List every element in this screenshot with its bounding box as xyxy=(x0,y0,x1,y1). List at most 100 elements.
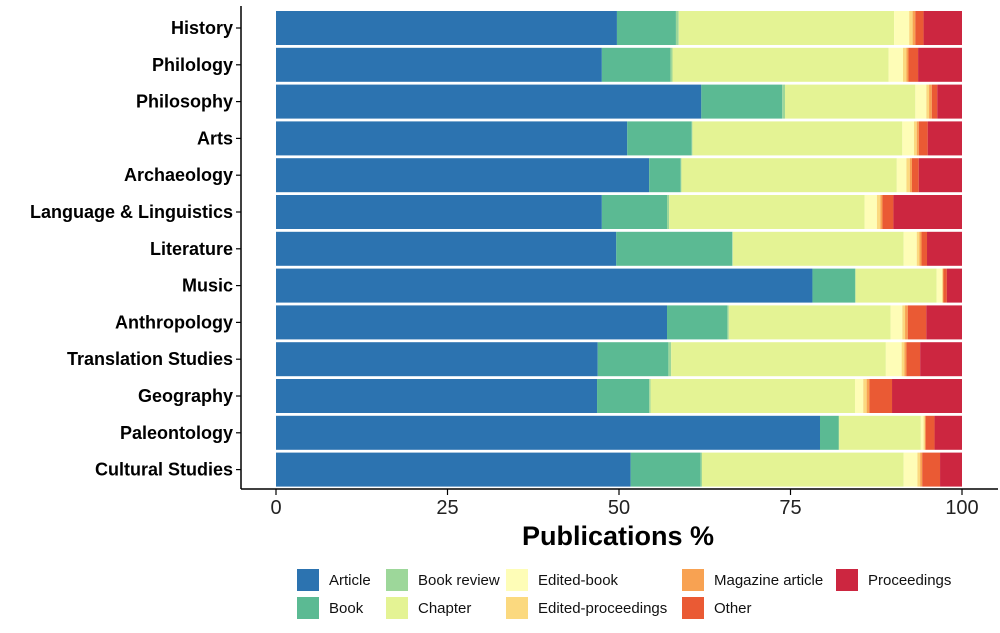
bar-segment-chapter xyxy=(669,195,865,229)
category-label: History xyxy=(171,18,233,38)
bar-segment-chapter xyxy=(672,47,889,82)
legend-swatch xyxy=(682,597,704,619)
legend-label: Other xyxy=(714,600,752,617)
bar-segment-book xyxy=(630,452,701,487)
bar-segment-chapter xyxy=(702,452,904,487)
bar-segment-article xyxy=(276,342,598,377)
bar-segment-book-review xyxy=(782,84,786,119)
bar-segment-book-review xyxy=(854,268,856,303)
legend-swatch xyxy=(386,597,408,619)
bar-segment-edited-book xyxy=(888,47,904,82)
legend-item: Other xyxy=(682,597,752,619)
bar-segment-edited-book xyxy=(903,452,918,487)
bar-segment-proceedings xyxy=(927,121,962,156)
bar-segment-magazine-article xyxy=(909,158,912,193)
category-label: Arts xyxy=(197,128,233,148)
bar-segment-edited-book xyxy=(903,231,917,266)
bar-segment-book-review xyxy=(732,231,733,266)
bar-segment-chapter xyxy=(732,231,904,266)
legend-item: Book review xyxy=(386,569,500,591)
bar-segment-edited-proceedings xyxy=(942,268,943,303)
bar-segment-edited-book xyxy=(920,415,924,450)
bar-segment-proceedings xyxy=(918,47,962,82)
bar-segment-edited-book xyxy=(885,342,902,377)
bar-segment-proceedings xyxy=(940,452,962,487)
legend-label: Chapter xyxy=(418,600,471,617)
category-label: Paleontology xyxy=(120,423,233,443)
legend-label: Article xyxy=(329,572,371,589)
bar-segment-proceedings xyxy=(892,379,962,413)
bar-segment-book xyxy=(812,268,855,303)
bar-segment-chapter xyxy=(692,121,903,156)
bar-segment-book xyxy=(701,84,783,119)
category-label: Literature xyxy=(150,239,233,259)
bar-segment-edited-book xyxy=(915,84,927,119)
bar-segment-magazine-article xyxy=(880,195,883,229)
legend-swatch xyxy=(297,569,319,591)
legend-item: Edited-book xyxy=(506,569,619,591)
bar-segment-chapter xyxy=(728,305,891,340)
category-label: Philosophy xyxy=(136,92,233,112)
bar-segment-proceedings xyxy=(920,342,962,377)
bar-segment-book-review xyxy=(649,379,651,413)
bar-segment-other xyxy=(931,84,938,119)
bar-segment-article xyxy=(276,84,702,119)
bar-segment-chapter xyxy=(785,84,916,119)
bar-segment-chapter xyxy=(678,11,895,45)
bar-segment-edited-proceedings xyxy=(901,342,905,377)
bar-segment-other xyxy=(918,121,928,156)
bar-segment-magazine-article xyxy=(924,415,926,450)
bar-segment-magazine-article xyxy=(919,231,922,266)
category-label: Geography xyxy=(138,386,233,406)
legend-item: Edited-proceedings xyxy=(506,597,667,619)
bar-segment-book xyxy=(819,415,839,450)
bar-segment-article xyxy=(276,415,820,450)
bar-segment-book xyxy=(667,305,728,340)
bar-segment-edited-book xyxy=(864,195,877,229)
bar-segment-book-review xyxy=(691,121,693,156)
bar-segment-chapter xyxy=(855,268,937,303)
bar-segment-magazine-article xyxy=(904,342,907,377)
legend-item: Article xyxy=(297,569,371,591)
legend-swatch xyxy=(297,597,319,619)
bar-segment-magazine-article xyxy=(920,452,923,487)
bar-segment-proceedings xyxy=(918,158,962,193)
bar-segment-edited-proceedings xyxy=(876,195,881,229)
bar-segment-edited-book xyxy=(890,305,903,340)
bar-segment-edited-book xyxy=(902,121,914,156)
x-tick-label: 100 xyxy=(945,497,978,519)
bar-segment-edited-proceedings xyxy=(913,121,917,156)
legend-label: Magazine article xyxy=(714,572,823,589)
bar-segment-other xyxy=(907,305,927,340)
legend-swatch xyxy=(836,569,858,591)
category-label: Language & Linguistics xyxy=(30,202,233,222)
bar-segment-article xyxy=(276,158,650,193)
legend-swatch xyxy=(386,569,408,591)
bar-segment-magazine-article xyxy=(916,121,919,156)
bar-segment-book xyxy=(616,231,733,266)
bar-segment-other xyxy=(908,47,919,82)
x-axis-title: Publications % xyxy=(522,521,714,551)
bar-segment-book-review xyxy=(700,452,703,487)
bar-segment-other xyxy=(921,231,928,266)
bar-segment-proceedings xyxy=(934,415,962,450)
bar-segment-article xyxy=(276,268,813,303)
bar-segment-book xyxy=(601,47,671,82)
bar-segment-book xyxy=(597,342,669,377)
bar-segment-other xyxy=(943,268,947,303)
bar-segment-edited-proceedings xyxy=(917,452,921,487)
bar-segment-book xyxy=(597,379,650,413)
legend-label: Book review xyxy=(418,572,500,589)
category-label: Translation Studies xyxy=(67,349,233,369)
legend: Article Book Book review Chapter Edited-book… xyxy=(297,569,951,619)
bar-segment-article xyxy=(276,231,617,266)
bar-segment-edited-proceedings xyxy=(923,415,925,450)
bar-segment-magazine-article xyxy=(942,268,944,303)
bar-segment-edited-proceedings xyxy=(903,47,907,82)
bar-segment-article xyxy=(276,47,602,82)
bars-layer xyxy=(276,11,962,487)
legend-item: Proceedings xyxy=(836,569,951,591)
bar-segment-edited-proceedings xyxy=(906,158,910,193)
bar-segment-book-review xyxy=(838,415,840,450)
bar-segment-other xyxy=(915,11,924,45)
